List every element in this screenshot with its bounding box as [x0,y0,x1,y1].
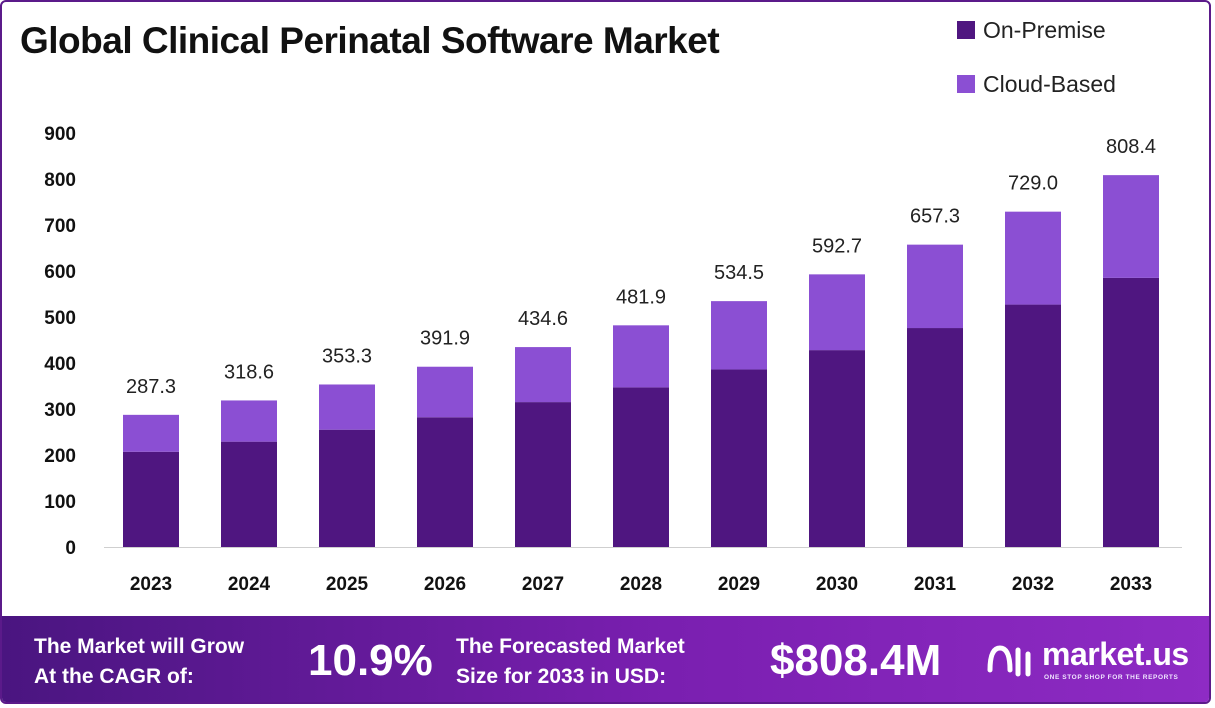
forecast-label-line1: The Forecasted Market [456,635,685,658]
bar-on-premise [613,387,669,547]
bar-total-label: 318.6 [224,361,274,383]
bar-cloud-based [711,301,767,370]
bar-cloud-based [1005,211,1061,305]
bar-cloud-based [907,244,963,329]
x-tick-label: 2030 [816,574,858,595]
footer-banner: The Market will Grow At the CAGR of: 10.… [2,616,1209,702]
x-tick-label: 2023 [130,574,172,595]
legend-item-cloud-based: Cloud-Based [957,70,1116,98]
bar-on-premise [1103,277,1159,547]
y-tick-label: 600 [44,262,76,283]
brand-tagline: ONE STOP SHOP FOR THE REPORTS [1044,674,1179,681]
y-tick-label: 100 [44,492,76,513]
legend-item-on-premise: On-Premise [957,16,1116,44]
x-tick-label: 2029 [718,574,760,595]
x-tick-label: 2026 [424,574,466,595]
bar-total-label: 391.9 [420,328,470,350]
market-us-logo-icon [987,645,1031,677]
bar-total-label: 808.4 [1106,136,1156,158]
y-tick-label: 700 [44,216,76,237]
legend-label-cloud-based: Cloud-Based [983,70,1116,97]
legend-swatch-on-premise [957,21,975,39]
legend-swatch-cloud-based [957,75,975,93]
bar-total-label: 657.3 [910,206,960,228]
bar-on-premise [809,350,865,547]
forecast-value: $808.4M [770,636,942,685]
bar-total-label: 592.7 [812,235,862,257]
bar-on-premise [515,402,571,547]
x-tick-label: 2025 [326,574,369,595]
forecast-label-line2: Size for 2033 in USD: [456,665,667,688]
cagr-label-line1: The Market will Grow [34,635,245,658]
bar-cloud-based [123,414,179,452]
cagr-label: The Market will Grow At the CAGR of: [34,632,244,692]
bar-cloud-based [809,274,865,351]
y-tick-label: 0 [65,538,76,559]
bar-total-label: 481.9 [616,286,666,308]
legend-label-on-premise: On-Premise [983,16,1106,43]
chart-title: Global Clinical Perinatal Software Marke… [20,20,720,61]
bar-chart: 0 100 200 300 400 500 600 700 800 900 287.3 2023 318… [44,124,1182,595]
bar-cloud-based [417,366,473,418]
y-tick-label: 300 [44,400,76,421]
bar-cloud-based [319,384,375,430]
x-tick-label: 2033 [1110,574,1152,595]
bar-cloud-based [221,400,277,442]
bar-cloud-based [515,347,571,403]
bar-on-premise [907,328,963,547]
y-tick-label: 900 [44,124,76,145]
bar-on-premise [123,451,179,547]
bar-on-premise [319,429,375,547]
legend: On-Premise Cloud-Based [957,16,1116,124]
bar-cloud-based [1103,175,1159,278]
brand-name: market.us [1042,636,1189,672]
bar-on-premise [711,369,767,547]
bar-total-label: 353.3 [322,345,372,367]
bar-total-label: 287.3 [126,376,176,398]
y-tick-label: 500 [44,308,76,329]
cagr-label-line2: At the CAGR of: [34,665,194,688]
forecast-label: The Forecasted Market Size for 2033 in U… [456,632,685,692]
y-tick-label: 800 [44,170,76,191]
cagr-value: 10.9% [308,636,433,685]
bar-on-premise [1005,304,1061,547]
y-tick-label: 400 [44,354,76,375]
x-tick-label: 2024 [228,574,271,595]
bar-total-label: 729.0 [1008,173,1058,195]
x-tick-label: 2032 [1012,574,1054,595]
bar-cloud-based [613,325,669,388]
y-tick-label: 200 [44,446,76,467]
bar-total-label: 534.5 [714,262,764,284]
bar-on-premise [417,417,473,547]
x-tick-label: 2027 [522,574,564,595]
x-tick-label: 2028 [620,574,662,595]
bar-total-label: 434.6 [518,308,568,330]
bar-on-premise [221,441,277,547]
x-tick-label: 2031 [914,574,957,595]
